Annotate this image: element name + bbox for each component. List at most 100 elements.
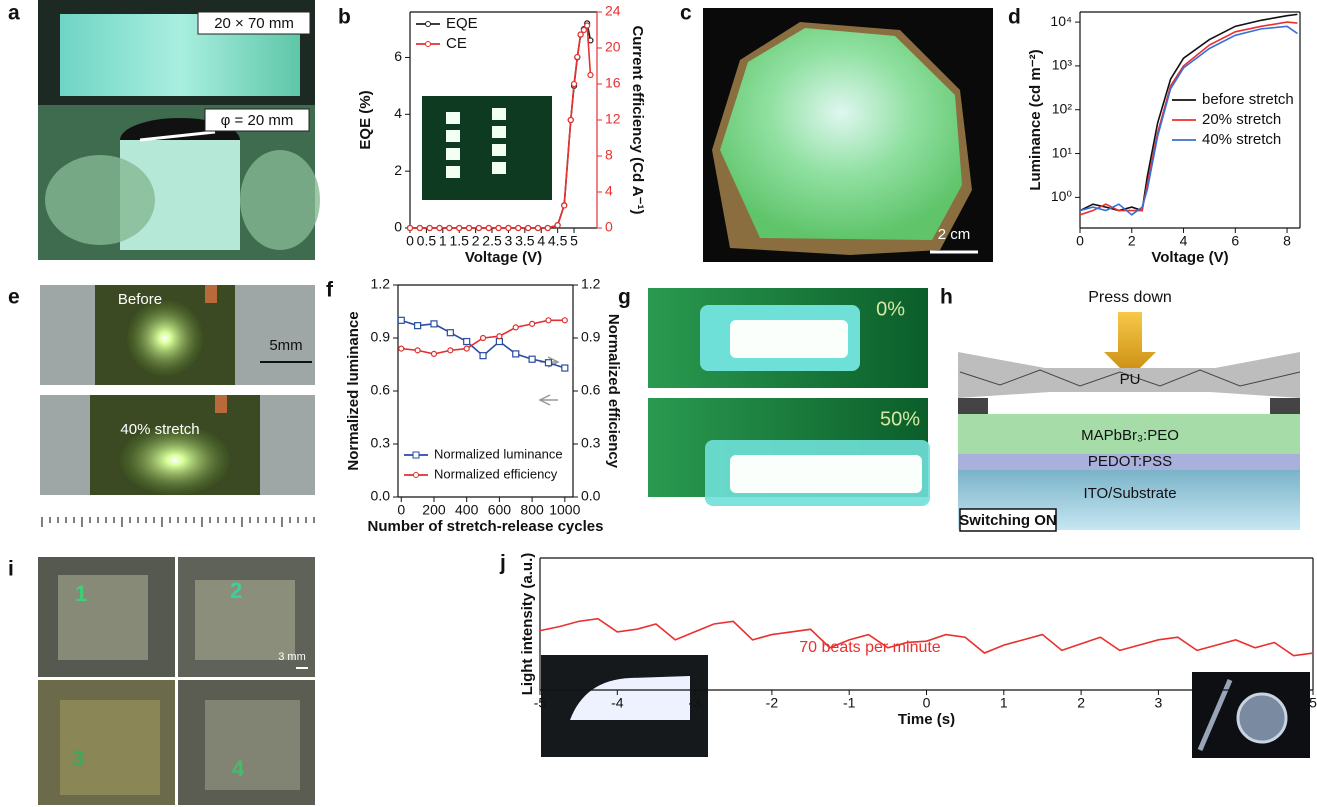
marker [496,226,501,231]
legend-marker [426,22,431,27]
x-tick-label: 3 [1155,695,1163,711]
marker [530,321,535,326]
panel-i: i 1 2 3 4 3 mm [8,557,315,805]
x-tick-label: 4 [1232,695,1240,711]
x-tick-label: 4 [537,233,545,249]
y-axis-label: EQE (%) [357,90,374,149]
digit: 3 [72,746,84,771]
x-tick-label: -2 [766,695,779,711]
marker [568,118,573,123]
legend-label: CE [446,35,467,52]
y-tick-label: 4 [394,105,402,121]
marker [431,321,437,327]
x-axis-label: Number of stretch-release cycles [368,518,604,535]
x-tick-label: 600 [488,502,512,518]
x-tick-label: 5 [1309,695,1317,711]
glove [45,155,155,245]
x-tick-label: 1 [1000,695,1008,711]
panel-letter: i [8,558,14,581]
y-tick-label: 0 [394,219,402,235]
emission [730,455,922,493]
x-axis-label: Voltage (V) [465,249,542,266]
emission [730,320,848,358]
panel-a: a 20 × 70 mm φ = 20 mm [8,0,320,260]
x-tick-label: 1000 [549,502,580,518]
marker [457,226,462,231]
x-tick-label: 0 [1076,233,1084,249]
marker [545,226,550,231]
panel-letter: c [680,2,692,25]
x-tick-label: -3 [688,695,701,711]
marker [506,226,511,231]
marker [513,325,518,330]
x-tick-label: 800 [520,502,544,518]
marker [415,348,420,353]
marker [467,226,472,231]
y2-tick-label: 0 [605,219,613,235]
x-tick-label: 0.5 [417,233,437,249]
legend-marker [426,42,431,47]
y2-tick-label: 8 [605,147,613,163]
marker [496,339,502,345]
marker [562,318,567,323]
digit: 4 [232,756,245,781]
x-tick-label: 200 [422,502,446,518]
x-tick-label: 2.5 [482,233,502,249]
marker [513,351,519,357]
x-tick-label: 2 [472,233,480,249]
marker [398,317,404,323]
status-label: Switching ON [959,512,1057,529]
y2-tick-label: 4 [605,183,613,199]
photo-label: 50% [880,408,920,430]
marker [581,28,586,33]
marker [427,226,432,231]
panel-letter: f [326,279,334,302]
y2-axis-label: Normalized efficiency [605,314,622,469]
x-tick-label: -1 [843,695,856,711]
panel-e: e Before 5mm 40% stretch [8,285,558,527]
y2-tick-label: 0.9 [581,329,601,345]
x-tick-label: 400 [455,502,479,518]
y-tick-label: 10¹ [1052,144,1073,160]
ruler [42,517,314,527]
panel-letter: j [499,552,506,575]
y2-tick-label: 12 [605,111,621,127]
panel-letter: d [1008,6,1021,29]
x-tick-label: 4.5 [548,233,568,249]
y-tick-label: 10⁴ [1050,13,1072,29]
y-axis-label: Normalized luminance [345,311,362,470]
legend-marker [413,452,419,458]
x-axis-label: Voltage (V) [1151,249,1228,266]
photo-label: 40% stretch [120,421,199,438]
panel-letter: a [8,2,20,25]
y-tick-label: 10³ [1052,57,1073,73]
y-tick-label: 10⁰ [1051,188,1073,204]
series-line [401,320,565,368]
legend-marker [414,473,419,478]
legend-label: Normalized luminance [434,446,563,461]
photo-label: 2 cm [938,226,971,243]
photo-label: Before [118,291,162,308]
marker [408,226,413,231]
marker [562,365,568,371]
marker [545,360,551,366]
marker [529,356,535,362]
y-tick-label: 0.0 [371,488,391,504]
y-axis-label: Luminance (cd m⁻²) [1027,49,1044,190]
photo-label: 3 mm [278,651,306,663]
layer-label: PU [1120,371,1141,388]
panel-letter: g [618,286,631,309]
marker [588,73,593,78]
y-tick-label: 2 [394,162,402,178]
panel-letter: e [8,286,20,309]
y2-tick-label: 1.2 [581,276,601,292]
layer-label: MAPbBr₃:PEO [1081,427,1179,444]
digit: 1 [75,581,87,606]
y2-axis-label: Current efficiency (Cd A⁻¹) [629,25,646,214]
marker [415,323,421,329]
x-tick-label: -5 [534,695,547,711]
marker [480,353,486,359]
marker [572,82,577,87]
